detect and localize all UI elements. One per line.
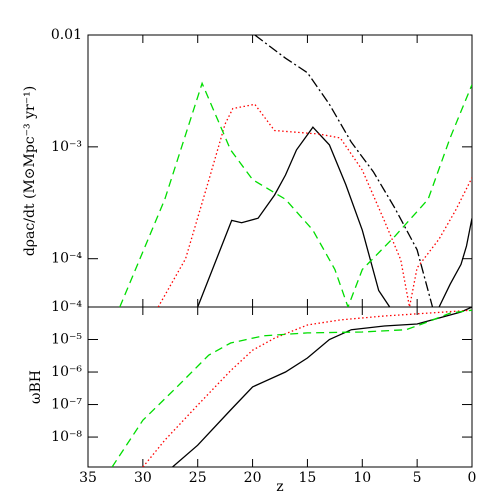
series-line xyxy=(111,309,472,467)
series-line xyxy=(197,126,472,307)
series-line xyxy=(142,309,472,467)
x-tick-label: 10 xyxy=(353,470,371,486)
y-tick-label: 10⁻⁸ xyxy=(51,429,82,445)
y-tick-label: 10⁻⁶ xyxy=(51,364,82,380)
y-tick-label: 10⁻⁷ xyxy=(51,397,82,413)
x-tick-label: 0 xyxy=(468,470,477,486)
y-axis-label: dρac/dt (M⊙Mpc⁻³ yr⁻¹) xyxy=(22,86,38,256)
plot-area xyxy=(119,35,472,307)
top-panel-frame xyxy=(87,34,473,308)
y-axis-label: ωBH xyxy=(28,370,44,404)
x-tick-label: 20 xyxy=(244,470,262,486)
x-tick-label: 35 xyxy=(79,470,97,486)
x-axis-label: z xyxy=(276,479,283,491)
series-line xyxy=(157,103,472,307)
y-tick-label: 10⁻⁴ xyxy=(51,299,82,315)
y-tick-label: 10⁻⁵ xyxy=(51,332,82,348)
y-tick-label: 10⁻⁴ xyxy=(51,251,82,267)
plot-area xyxy=(111,307,472,467)
series-line xyxy=(254,35,434,307)
x-tick-label: 30 xyxy=(134,470,152,486)
bottom-panel-frame xyxy=(87,306,473,468)
x-tick-label: 5 xyxy=(413,470,422,486)
series-line xyxy=(119,81,472,307)
y-tick-label: 10⁻³ xyxy=(51,139,82,155)
series-line xyxy=(172,307,472,467)
y-tick-label: 0.01 xyxy=(51,27,82,43)
x-tick-label: 15 xyxy=(299,470,317,486)
x-tick-label: 25 xyxy=(189,470,207,486)
